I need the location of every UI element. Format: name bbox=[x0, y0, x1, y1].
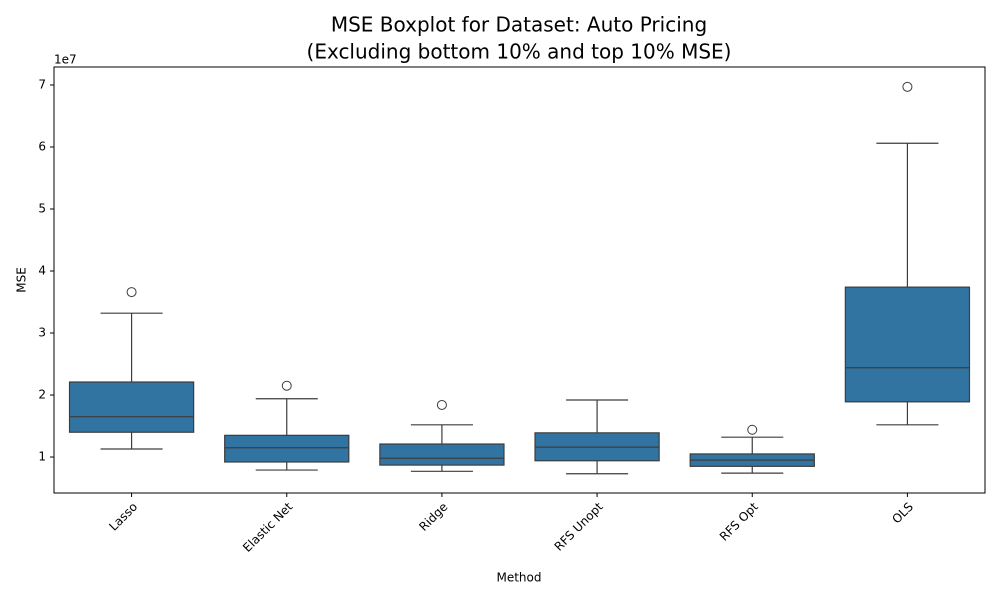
box bbox=[379, 443, 505, 466]
box bbox=[68, 381, 195, 433]
flier bbox=[747, 424, 758, 435]
chart-title: MSE Boxplot for Dataset: Auto Pricing bbox=[331, 13, 707, 37]
box bbox=[844, 286, 971, 403]
flier bbox=[436, 399, 447, 410]
x-tick-label: Ridge bbox=[416, 500, 450, 534]
x-axis-label: Method bbox=[496, 571, 541, 585]
plot-frame bbox=[53, 66, 986, 494]
y-tick-label: 4 bbox=[38, 264, 46, 278]
x-tick-label: OLS bbox=[889, 500, 916, 527]
x-tick-label: Elastic Net bbox=[240, 499, 295, 554]
y-axis-label: MSE bbox=[15, 267, 29, 293]
flier bbox=[281, 380, 292, 391]
y-tick-label: 5 bbox=[38, 202, 46, 216]
y-tick-label: 2 bbox=[38, 388, 46, 402]
y-offset-label: 1e7 bbox=[54, 53, 77, 67]
x-tick-label: RFS Opt bbox=[717, 499, 761, 543]
chart-subtitle: (Excluding bottom 10% and top 10% MSE) bbox=[307, 40, 732, 64]
y-tick-label: 1 bbox=[38, 450, 46, 464]
x-tick-label: Lasso bbox=[106, 500, 140, 534]
flier bbox=[126, 287, 137, 298]
y-tick-label: 3 bbox=[38, 326, 46, 340]
box bbox=[224, 434, 350, 463]
y-tick-label: 7 bbox=[38, 77, 46, 91]
y-tick-label: 6 bbox=[38, 139, 46, 153]
flier bbox=[902, 81, 913, 92]
x-tick-label: RFS Unopt bbox=[552, 499, 606, 553]
